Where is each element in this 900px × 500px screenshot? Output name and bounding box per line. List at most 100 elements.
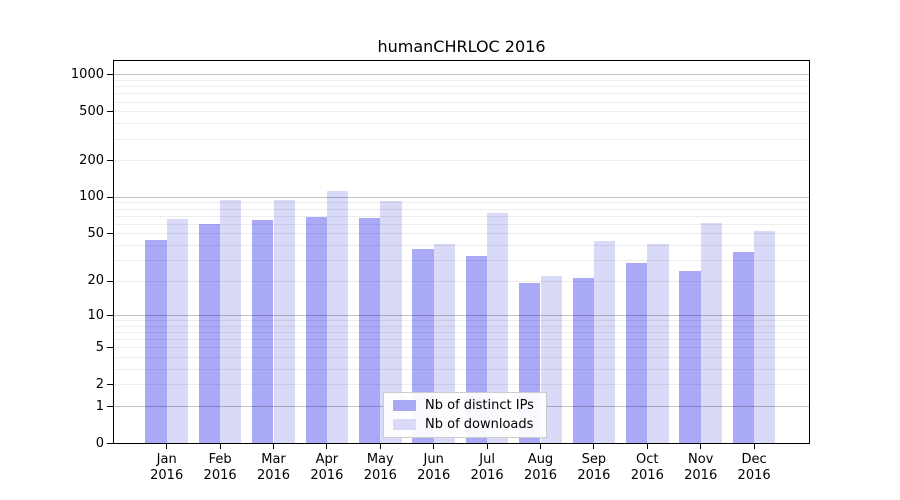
x-tick-mark [273, 444, 274, 449]
bar-mar-distinct-ips [252, 220, 274, 443]
y-tick-mark [107, 384, 113, 386]
y-tick-mark [107, 111, 113, 113]
gridline [114, 86, 809, 88]
gridline [114, 315, 809, 317]
bar-may-distinct-ips [358, 217, 381, 443]
gridline [114, 384, 809, 386]
legend-label-downloads: Nb of downloads [425, 416, 534, 432]
gridline [114, 320, 809, 322]
bar-jul-downloads [487, 212, 509, 443]
gridline [114, 369, 809, 370]
gridline [114, 202, 809, 204]
gridline [114, 347, 809, 349]
legend: Nb of distinct IPs Nb of downloads [383, 392, 547, 438]
x-tick-label-dec: Dec 2016 [737, 452, 771, 483]
x-tick-label-jan: Jan 2016 [150, 452, 184, 483]
bar-sep-downloads [593, 241, 616, 443]
bar-apr-distinct-ips [305, 217, 327, 443]
gridline [114, 244, 809, 246]
bar-dec-downloads [754, 231, 776, 443]
y-tick-label: 1000 [70, 66, 104, 82]
gridline [114, 123, 809, 125]
x-tick-mark [326, 444, 328, 449]
gridline [114, 233, 809, 235]
x-tick-label-apr: Apr 2016 [310, 452, 344, 483]
y-tick-mark [107, 443, 113, 444]
x-tick-label-sep: Sep 2016 [577, 452, 611, 483]
bar-jan-downloads [166, 218, 189, 443]
x-tick-mark [486, 444, 488, 449]
x-tick-label-jul: Jul 2016 [470, 452, 504, 483]
bar-may-downloads [380, 200, 402, 443]
gridline [114, 101, 809, 103]
x-tick-label-mar: Mar 2016 [256, 452, 291, 483]
gridline [114, 357, 809, 359]
y-tick-mark [107, 315, 113, 317]
x-tick-mark [433, 444, 435, 449]
gridline [114, 325, 809, 327]
x-tick-label-oct: Oct 2016 [630, 452, 664, 483]
bar-dec-distinct-ips [732, 251, 755, 443]
y-tick-label: 50 [87, 225, 104, 241]
chart-title: humanCHRLOC 2016 [377, 37, 546, 56]
legend-label-distinct-ips: Nb of distinct IPs [425, 397, 534, 413]
y-tick-label: 20 [87, 273, 104, 289]
gridline [114, 196, 809, 198]
gridline [114, 160, 809, 161]
x-tick-mark [166, 444, 168, 449]
y-tick-label: 2 [95, 376, 104, 392]
x-tick-mark [540, 444, 541, 449]
legend-swatch-distinct-ips [393, 400, 416, 411]
gridline [114, 208, 809, 210]
y-tick-mark [107, 347, 113, 349]
x-tick-mark [593, 444, 595, 449]
gridline [114, 138, 809, 140]
bar-nov-downloads [700, 222, 723, 443]
bar-mar-downloads [273, 199, 295, 443]
bar-apr-downloads [326, 191, 349, 443]
bar-jan-distinct-ips [145, 239, 167, 443]
bar-nov-distinct-ips [679, 271, 701, 443]
y-tick-label: 1 [95, 398, 104, 414]
y-tick-mark [107, 406, 113, 407]
y-tick-label: 0 [95, 435, 104, 451]
bar-oct-distinct-ips [625, 263, 648, 443]
y-tick-label: 500 [79, 103, 104, 119]
plot-area [113, 60, 810, 444]
gridline [114, 332, 809, 333]
legend-swatch-downloads [393, 419, 416, 430]
gridline [114, 215, 809, 217]
x-tick-label-aug: Aug 2016 [523, 452, 558, 483]
x-tick-label-nov: Nov 2016 [684, 452, 718, 483]
gridline [114, 223, 809, 225]
bar-oct-downloads [647, 243, 669, 443]
y-tick-mark [107, 233, 113, 235]
x-tick-mark [700, 444, 702, 449]
gridline [114, 259, 809, 261]
gridline [114, 111, 809, 113]
y-tick-mark [107, 280, 113, 282]
y-tick-label: 200 [79, 152, 104, 168]
y-tick-mark [107, 160, 113, 161]
x-tick-mark [379, 444, 381, 449]
bar-feb-downloads [220, 200, 242, 443]
x-tick-label-feb: Feb 2016 [203, 452, 237, 483]
y-tick-label: 10 [87, 307, 104, 323]
x-tick-mark [753, 444, 755, 449]
x-tick-mark [646, 444, 648, 449]
y-tick-mark [107, 74, 113, 76]
x-tick-label-may: May 2016 [363, 452, 397, 483]
bar-sep-distinct-ips [572, 278, 594, 443]
gridline [114, 74, 809, 76]
y-tick-label: 100 [79, 189, 104, 205]
gridline [114, 80, 809, 81]
gridline [114, 339, 809, 341]
gridline [114, 93, 809, 95]
y-tick-label: 5 [95, 339, 104, 355]
y-tick-mark [107, 196, 113, 198]
legend-item-downloads: Nb of downloads [393, 416, 537, 432]
x-tick-label-jun: Jun 2016 [417, 452, 451, 483]
gridline [114, 280, 809, 282]
x-tick-mark [219, 444, 221, 449]
